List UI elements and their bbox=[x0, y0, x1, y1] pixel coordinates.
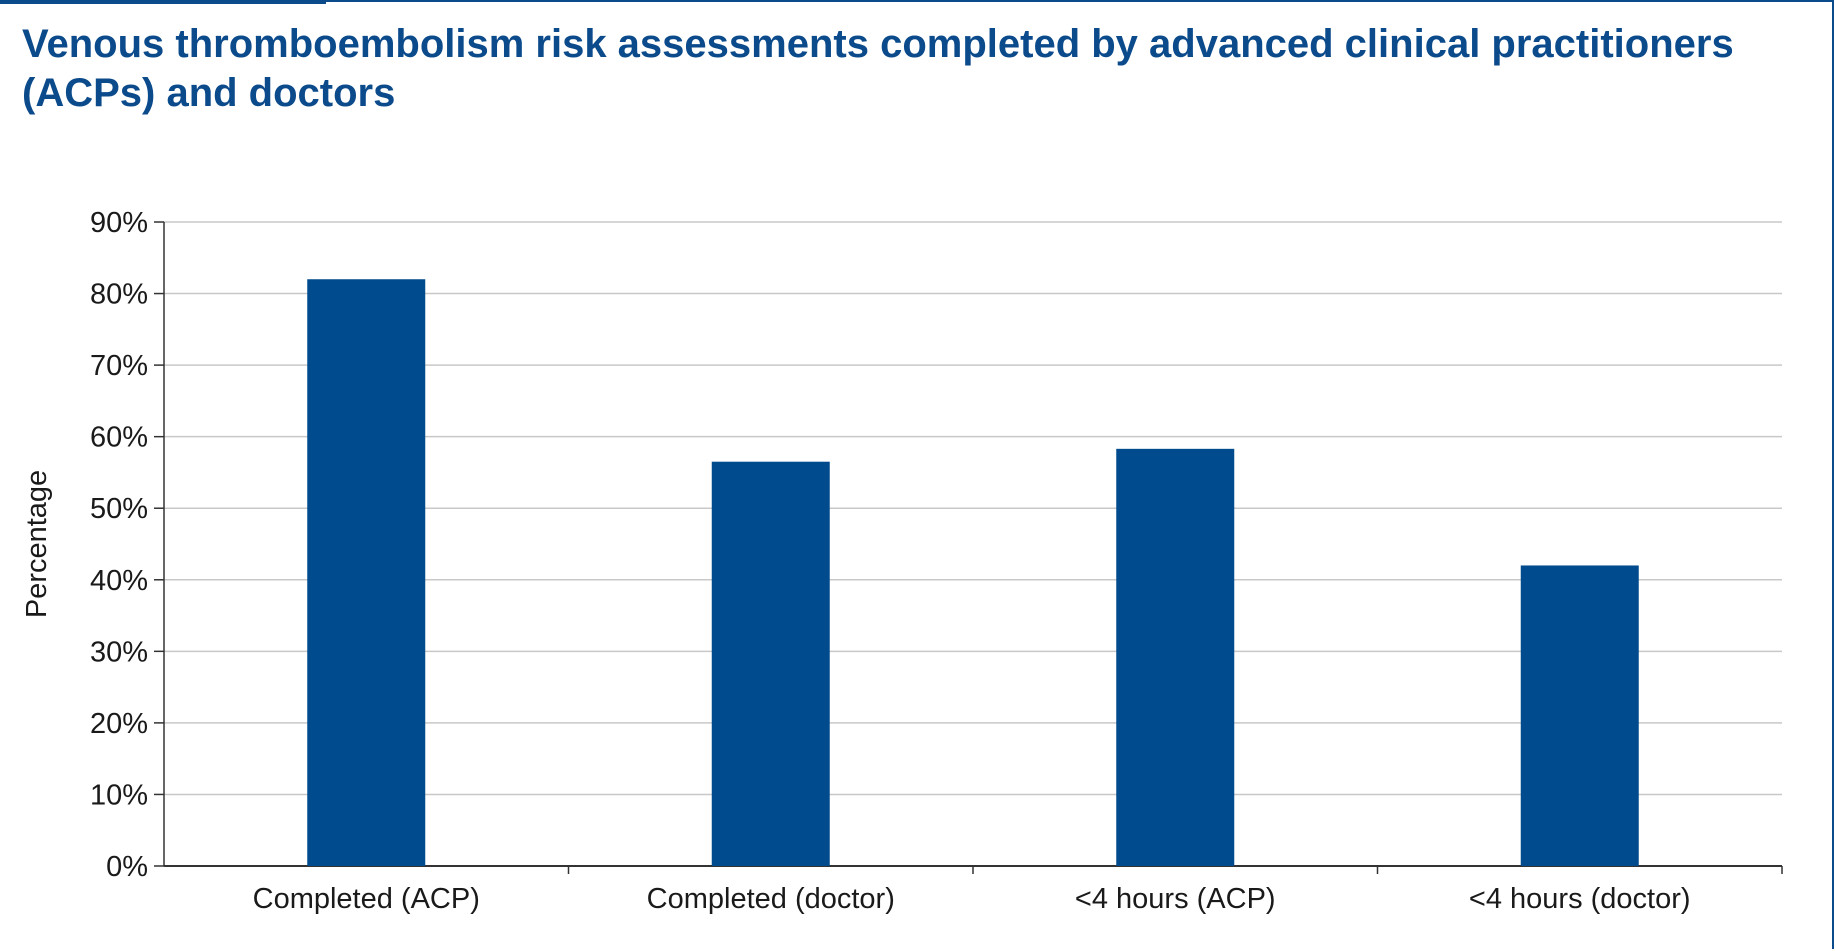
top-accent-bar bbox=[0, 0, 326, 4]
chart-title: Venous thromboembolism risk assessments … bbox=[22, 22, 1734, 115]
y-tick-label: 0% bbox=[106, 851, 148, 883]
y-tick-label: 30% bbox=[90, 636, 148, 668]
bar bbox=[307, 279, 426, 866]
bar bbox=[711, 461, 830, 866]
x-tick-label: <4 hours (doctor) bbox=[1469, 883, 1691, 915]
y-tick-label: 90% bbox=[90, 207, 148, 239]
x-tick-label: Completed (doctor) bbox=[647, 883, 895, 915]
y-axis-title: Percentage bbox=[21, 470, 53, 618]
x-tick-label: Completed (ACP) bbox=[253, 883, 480, 915]
y-tick-label: 10% bbox=[90, 779, 148, 811]
bar bbox=[1520, 565, 1639, 866]
x-tick-label: <4 hours (ACP) bbox=[1075, 883, 1276, 915]
y-tick-label: 20% bbox=[90, 708, 148, 740]
y-tick-label: 70% bbox=[90, 350, 148, 382]
y-tick-label: 40% bbox=[90, 565, 148, 597]
y-tick-label: 60% bbox=[90, 422, 148, 454]
y-tick-label: 80% bbox=[90, 279, 148, 311]
y-tick-label: 50% bbox=[90, 493, 148, 525]
bar bbox=[1116, 448, 1235, 866]
